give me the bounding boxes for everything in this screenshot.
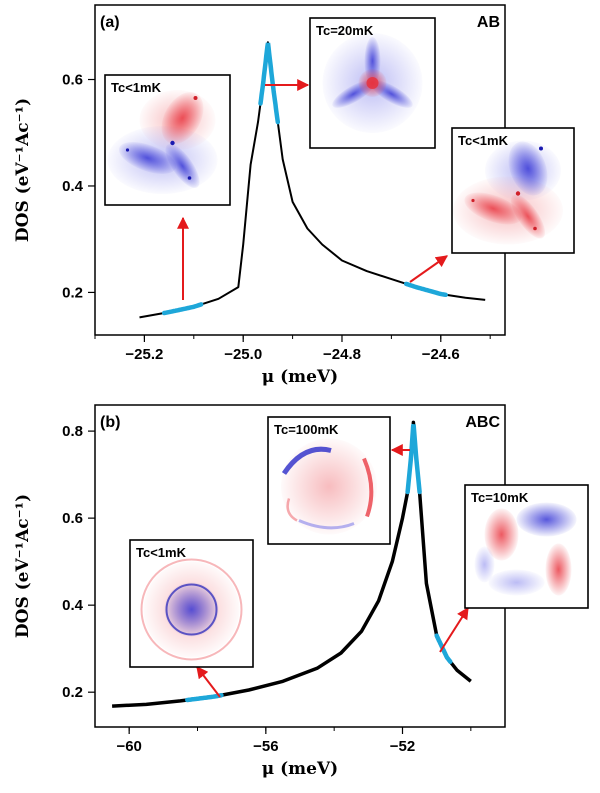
x-tick-label: −25.2 bbox=[125, 346, 163, 363]
blue-arc bbox=[281, 446, 332, 475]
x-tick-label: −52 bbox=[390, 738, 415, 755]
panel-tag: ABC bbox=[465, 414, 500, 431]
inner-ring bbox=[165, 583, 218, 636]
highlight-segment bbox=[405, 423, 422, 495]
fermi-dot bbox=[187, 176, 192, 180]
red-arc bbox=[286, 498, 298, 522]
x-tick-label: −24.8 bbox=[323, 346, 361, 363]
inset-triangle-lobes: Tc=10mK bbox=[464, 484, 589, 609]
inset-label: Tc<1mK bbox=[458, 133, 509, 148]
dos-curve bbox=[112, 420, 472, 708]
inset-triangle-arcs: Tc=100mK bbox=[267, 416, 391, 545]
lobe-top bbox=[161, 92, 204, 144]
highlight-segment bbox=[258, 42, 281, 125]
inset-two-lobes-flipped: Tc<1mK bbox=[451, 127, 575, 254]
fermi-dot bbox=[533, 226, 537, 231]
inset-label: Tc<1mK bbox=[136, 545, 187, 560]
highlight-segment bbox=[403, 281, 448, 298]
inset-two-lobes: Tc<1mK bbox=[104, 74, 231, 206]
panel-label: (b) bbox=[100, 414, 120, 431]
panel-b: −60 −56 −52 0.2 0.4 0.6 0.8 μ (meV) DOS (eV⁻¹Ac⁻… bbox=[13, 404, 589, 779]
fermi-dot bbox=[193, 96, 198, 100]
y-axis-label: DOS (eV⁻¹Ac⁻¹) bbox=[13, 494, 33, 638]
x-tick-label: −56 bbox=[253, 738, 278, 755]
y-tick-label: 0.6 bbox=[62, 72, 83, 89]
x-axis-label: μ (meV) bbox=[262, 759, 338, 779]
lobe-bottom bbox=[118, 142, 177, 174]
red-arc bbox=[362, 457, 374, 518]
lobe-top bbox=[508, 141, 548, 196]
y-tick-label: 0.8 bbox=[62, 423, 83, 440]
y-tick-label: 0.6 bbox=[62, 510, 83, 527]
inset-three-arms: Tc=20mK bbox=[309, 17, 436, 149]
outer-ring bbox=[140, 558, 243, 661]
arc-halo bbox=[281, 438, 377, 535]
y-axis-label: DOS (eV⁻¹Ac⁻¹) bbox=[13, 98, 33, 242]
fermi-dot bbox=[471, 198, 475, 203]
inner-disk bbox=[164, 582, 219, 637]
red-arrow bbox=[196, 666, 221, 698]
y-tick-label: 0.2 bbox=[62, 684, 83, 701]
x-tick-label: −24.6 bbox=[422, 346, 460, 363]
highlight-segment bbox=[185, 692, 224, 703]
blue-lobe bbox=[516, 502, 577, 537]
x-axis-label: μ (meV) bbox=[262, 367, 338, 387]
lobe-bottom bbox=[464, 192, 522, 225]
y-tick-label: 0.4 bbox=[62, 178, 84, 195]
panel-label: (a) bbox=[100, 14, 120, 31]
inset-label: Tc=10mK bbox=[471, 490, 529, 505]
inset-label: Tc=100mK bbox=[274, 422, 339, 437]
fermi-dot bbox=[515, 191, 521, 196]
red-arrow bbox=[439, 606, 469, 653]
inset-label: Tc=20mK bbox=[316, 23, 374, 38]
fermi-dot bbox=[539, 146, 543, 151]
red-lobe bbox=[545, 543, 572, 596]
y-tick-label: 0.4 bbox=[62, 597, 84, 614]
red-arrow bbox=[409, 255, 448, 283]
red-core bbox=[366, 77, 379, 89]
panel-tag: AB bbox=[477, 14, 500, 31]
inset-ring: Tc<1mK bbox=[129, 539, 254, 668]
red-lobe bbox=[484, 508, 519, 561]
panel-a: −25.2 −25.0 −24.8 −24.6 0.2 0.4 0.6 μ (meV) DOS … bbox=[13, 4, 575, 387]
x-tick-label: −25.0 bbox=[224, 346, 262, 363]
y-tick-label: 0.2 bbox=[62, 284, 83, 301]
highlight-segment bbox=[434, 633, 453, 664]
fermi-dot bbox=[125, 148, 130, 152]
highlight-segment bbox=[161, 302, 204, 316]
blue-lobe bbox=[488, 569, 545, 596]
blue-arc bbox=[298, 519, 355, 530]
x-tick-label: −60 bbox=[116, 738, 141, 755]
fermi-dot bbox=[170, 140, 175, 146]
inset-label: Tc<1mK bbox=[111, 80, 162, 95]
blue-lobe bbox=[474, 546, 495, 583]
